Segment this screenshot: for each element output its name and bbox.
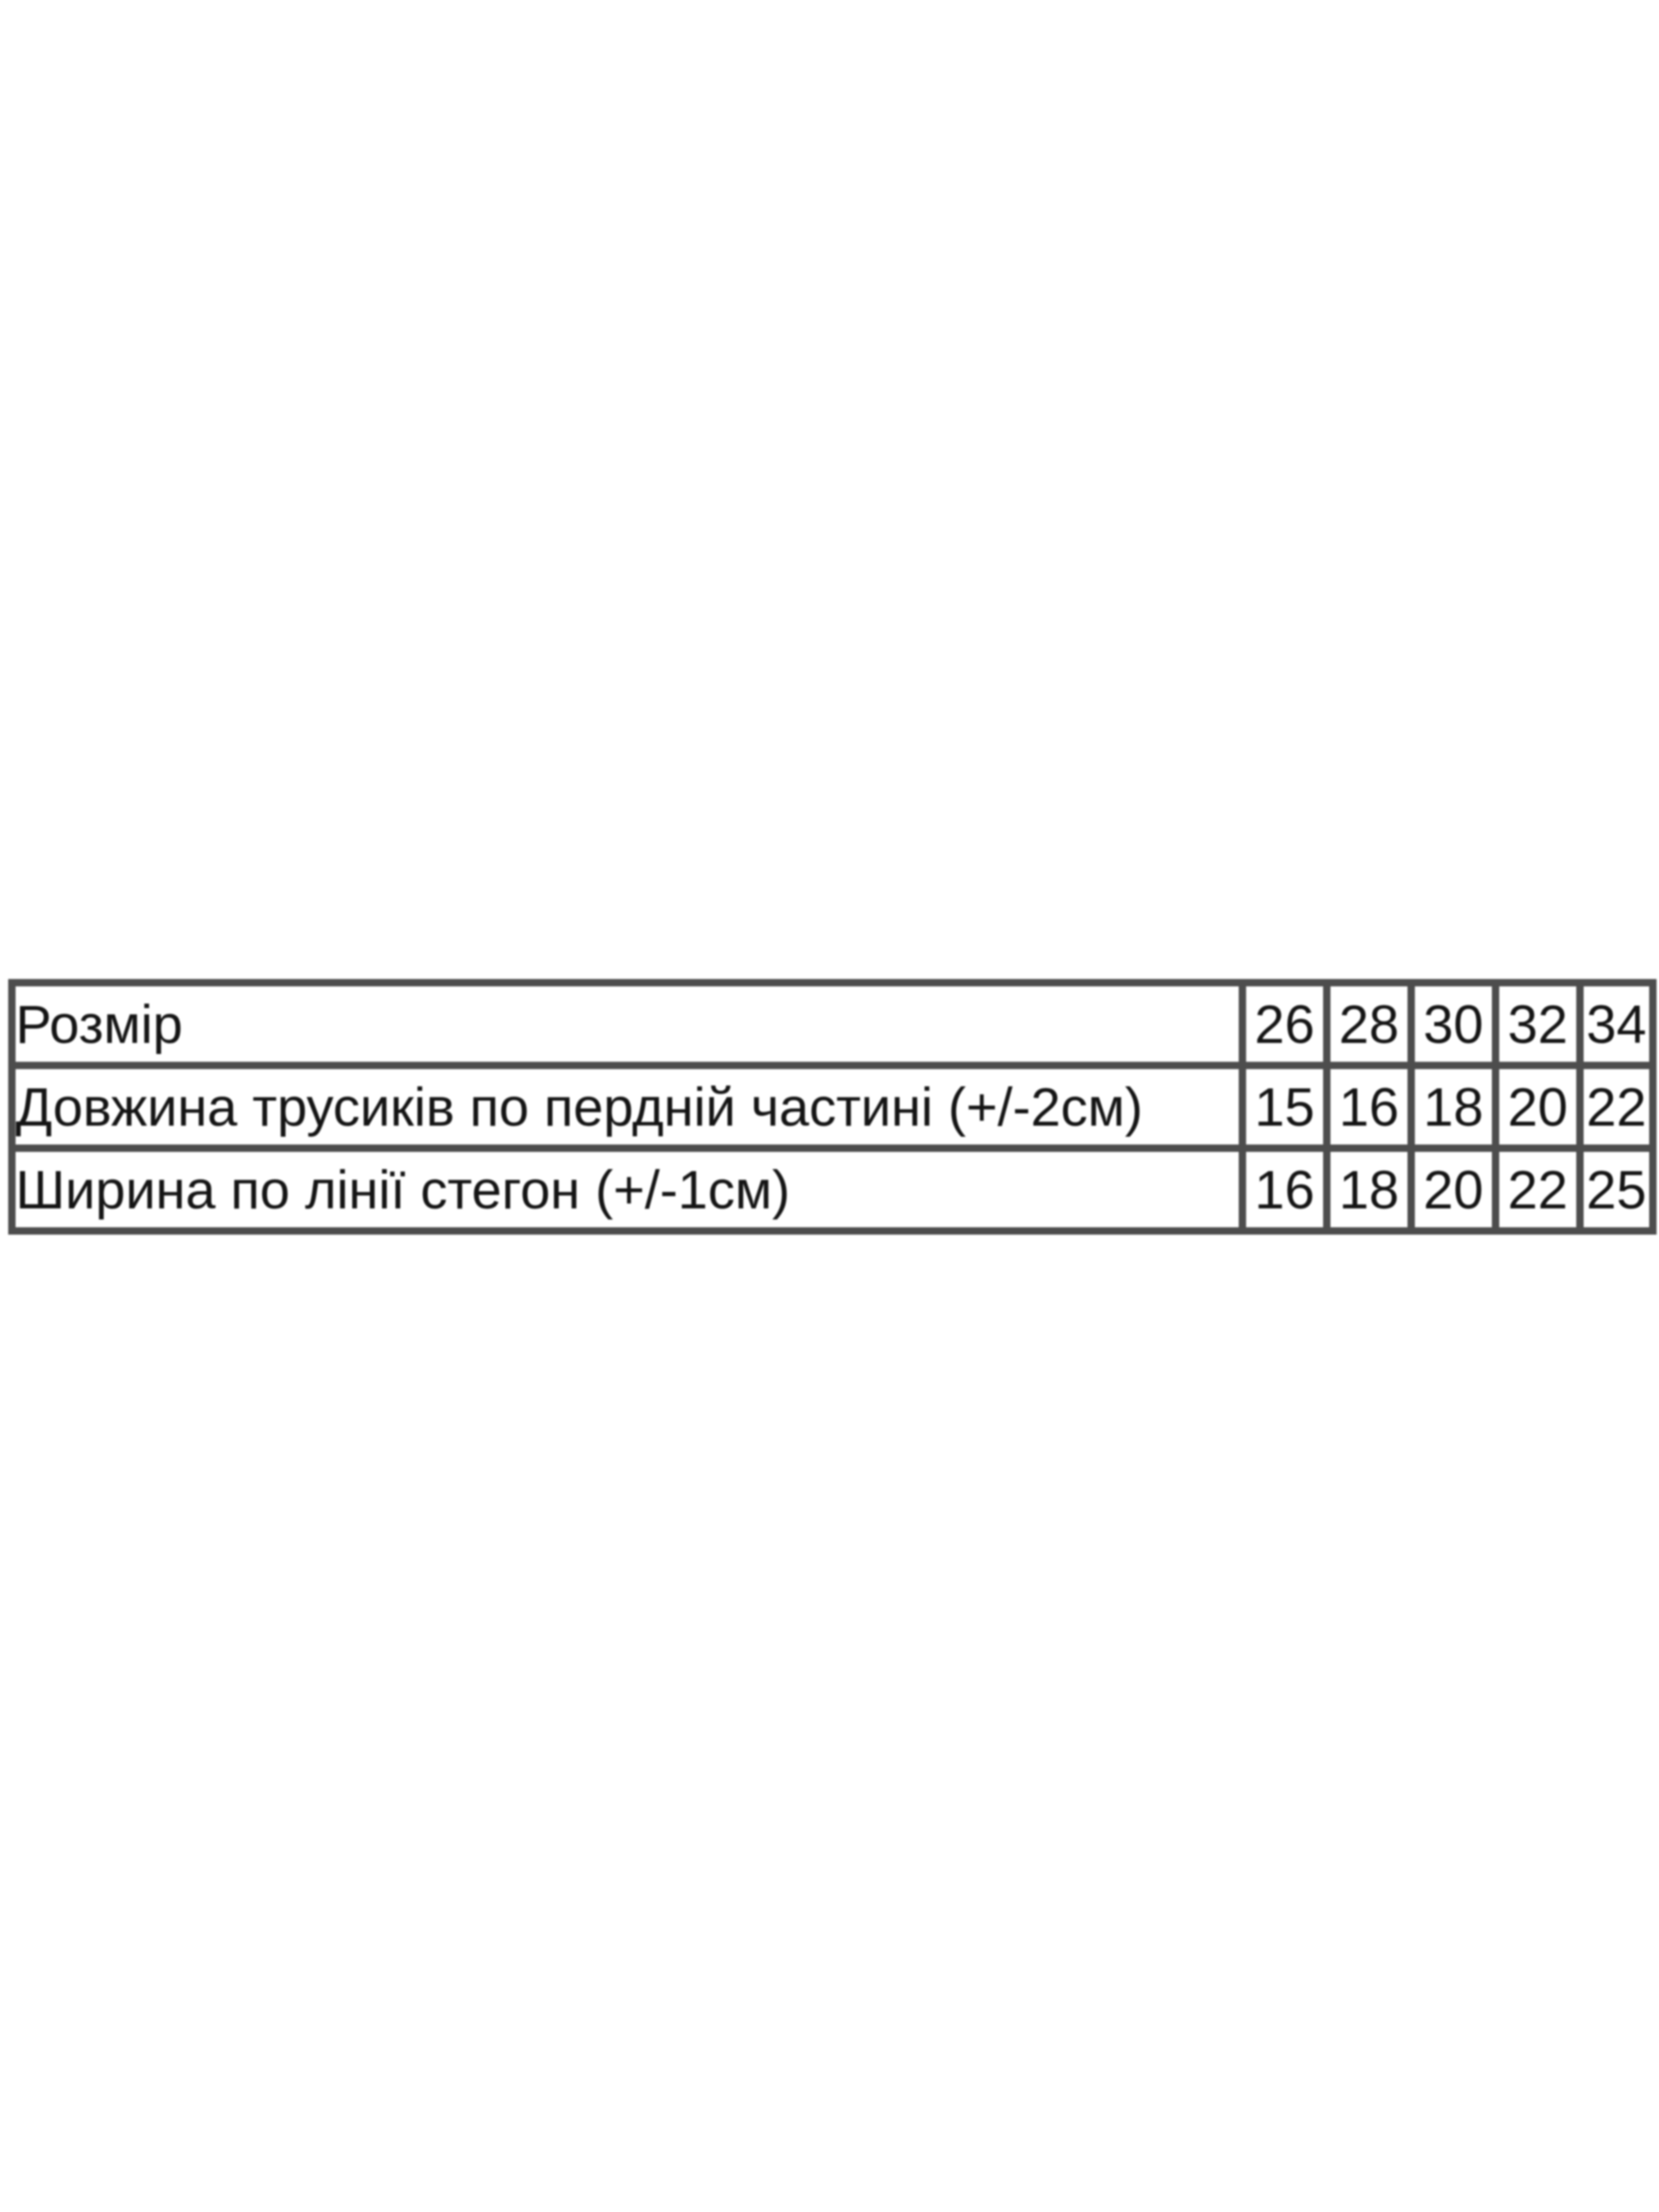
size-value-cell: 34 [1584,986,1649,1062]
width-value-cell: 22 [1499,1152,1576,1227]
table-row-hip-width: Ширина по лінії стегон (+/-1см) 16 18 20… [16,1152,1649,1227]
size-value-cell: 32 [1499,986,1576,1062]
width-value-cell: 20 [1415,1152,1492,1227]
size-value-cell: 26 [1246,986,1323,1062]
length-value-cell: 16 [1330,1069,1407,1145]
width-value-cell: 18 [1330,1152,1407,1227]
row-label-size: Розмір [16,986,1239,1062]
length-value-cell: 22 [1584,1069,1649,1145]
length-value-cell: 20 [1499,1069,1576,1145]
width-value-cell: 25 [1584,1152,1649,1227]
size-value-cell: 30 [1415,986,1492,1062]
size-chart-table: Розмір 26 28 30 32 34 Довжина трусиків п… [8,979,1657,1235]
length-value-cell: 18 [1415,1069,1492,1145]
length-value-cell: 15 [1246,1069,1323,1145]
width-value-cell: 16 [1246,1152,1323,1227]
row-label-hip-width: Ширина по лінії стегон (+/-1см) [16,1152,1239,1227]
size-value-cell: 28 [1330,986,1407,1062]
table-row-front-length: Довжина трусиків по пердній частині (+/-… [16,1069,1649,1145]
row-label-front-length: Довжина трусиків по пердній частині (+/-… [16,1069,1239,1145]
table-row-size: Розмір 26 28 30 32 34 [16,986,1649,1062]
